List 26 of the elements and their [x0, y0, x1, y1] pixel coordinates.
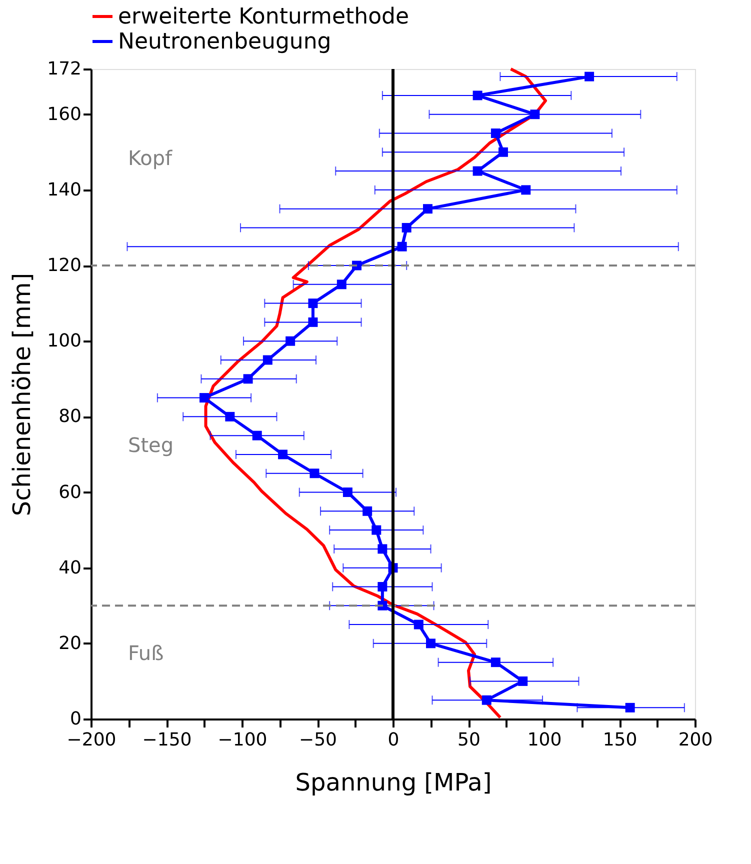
legend-label: erweiterte Konturmethode: [118, 4, 410, 30]
y-tick-label: 40: [58, 557, 82, 578]
y-tick-label: 100: [47, 330, 82, 352]
x-tick-label: −100: [218, 730, 268, 750]
x-tick-label: 50: [458, 730, 480, 750]
x-tick-label: −150: [142, 730, 192, 750]
x-tick-label: 150: [602, 730, 638, 750]
y-tick-label: 172: [47, 58, 82, 80]
annotation: Steg: [128, 433, 174, 457]
x-tick-label: 200: [678, 730, 713, 750]
y-tick-label: 0: [70, 708, 82, 730]
annotation: Fuß: [128, 641, 164, 665]
x-tick-label: −50: [299, 730, 337, 750]
annotation: Kopf: [128, 146, 174, 170]
x-tick-label: 0: [388, 730, 400, 750]
y-tick-label: 140: [47, 179, 82, 200]
y-tick-label: 60: [58, 482, 82, 503]
x-axis-title: Spannung [MPa]: [295, 768, 492, 796]
y-tick-label: 120: [47, 255, 82, 276]
y-tick-label: 160: [47, 104, 82, 125]
x-tick-label: −200: [66, 730, 116, 750]
x-tick-label: 100: [527, 730, 562, 750]
y-tick-label: 80: [58, 406, 82, 428]
y-axis-title: Schienenhöhe [mm]: [8, 272, 36, 516]
y-tick-label: 20: [58, 632, 82, 654]
legend-label: Neutronenbeugung: [118, 30, 332, 54]
